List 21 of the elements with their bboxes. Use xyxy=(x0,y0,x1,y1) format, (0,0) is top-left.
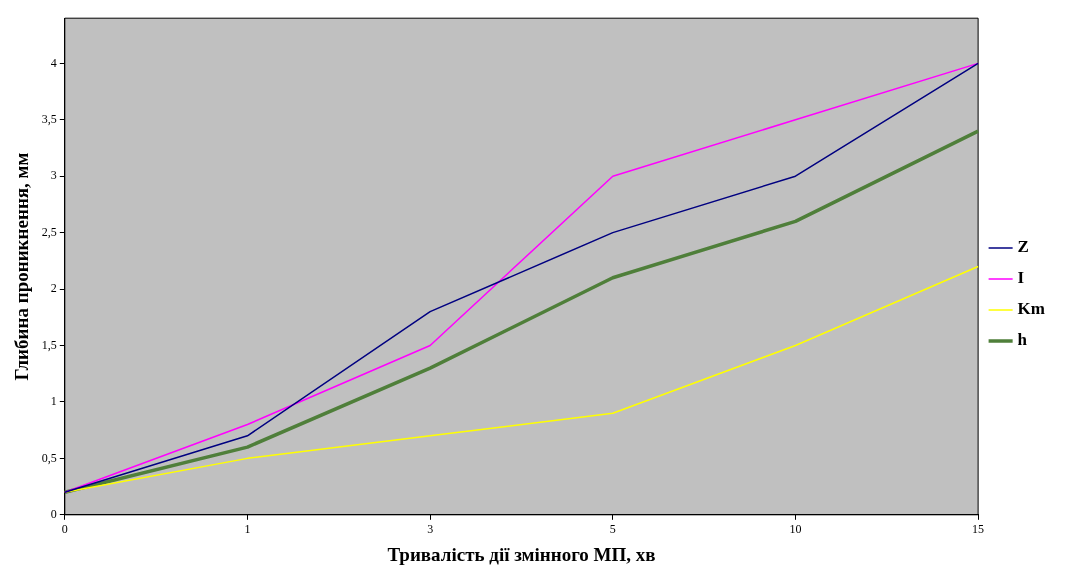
x-axis-title: Тривалість дії змінного МП, хв xyxy=(387,543,656,565)
legend-label: h xyxy=(1017,330,1028,350)
y-tick-label: 3,5 xyxy=(41,111,57,126)
y-tick-label: 1,5 xyxy=(41,337,57,352)
x-tick-label: 1 xyxy=(244,522,251,537)
legend-label: Km xyxy=(1017,299,1046,319)
legend-label: Z xyxy=(1017,237,1029,257)
y-tick-label: 2 xyxy=(50,281,57,296)
x-tick-label: 5 xyxy=(609,522,616,537)
x-tick-label: 15 xyxy=(972,522,985,537)
x-tick-label: 3 xyxy=(427,522,434,537)
y-axis-title: Глибина проникнення, мм xyxy=(11,152,33,381)
x-tick-label: 10 xyxy=(789,522,802,537)
legend-label: I xyxy=(1017,268,1025,288)
y-tick-label: 1 xyxy=(50,394,57,409)
y-tick-label: 4 xyxy=(50,55,57,70)
x-tick-label: 0 xyxy=(61,522,68,537)
y-tick-label: 3 xyxy=(50,168,57,183)
y-tick-label: 2,5 xyxy=(41,224,57,239)
y-tick-label: 0,5 xyxy=(41,450,57,465)
y-tick-label: 0 xyxy=(50,506,57,521)
